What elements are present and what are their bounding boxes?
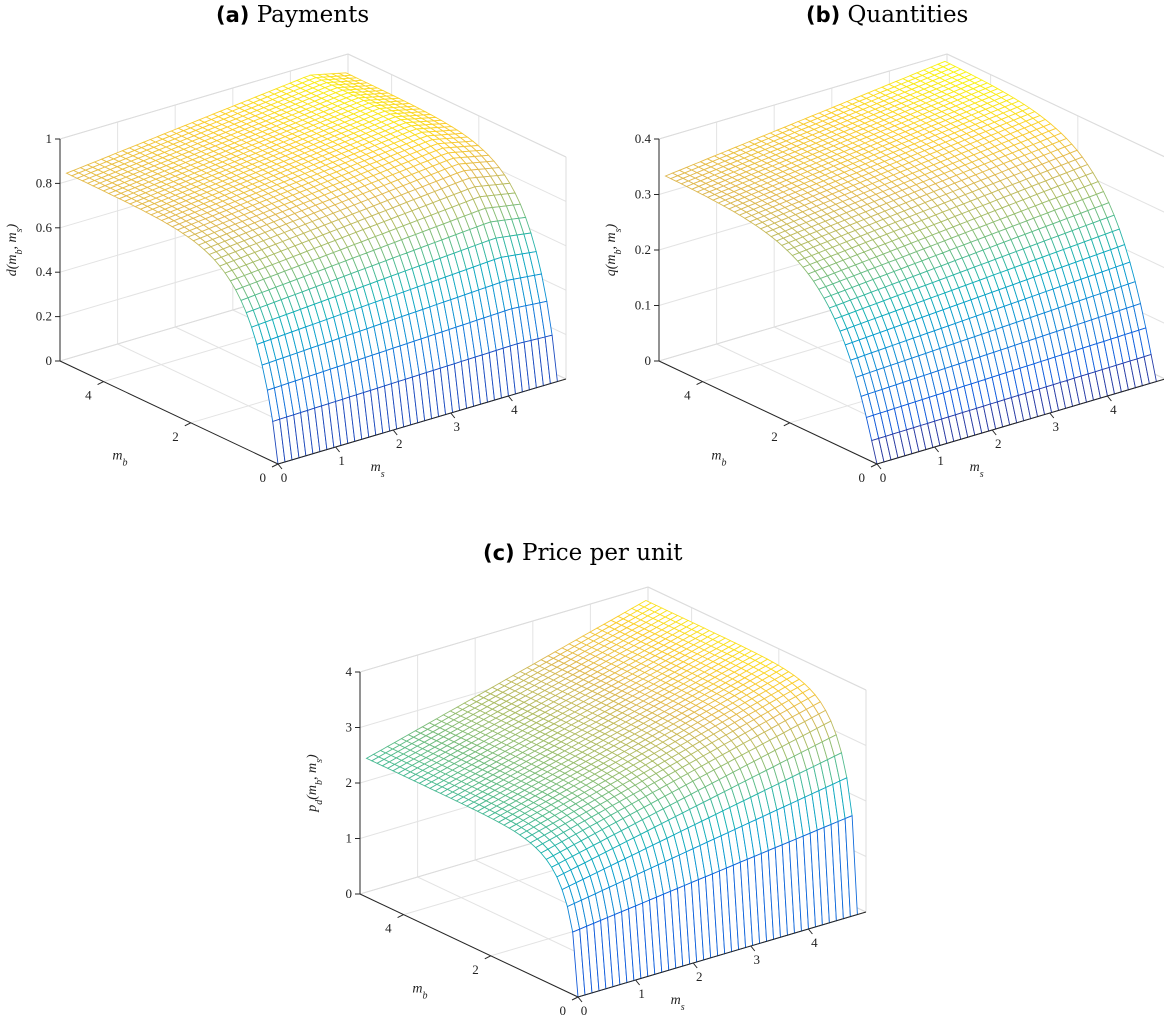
panel-b-title-letter: (b) bbox=[806, 3, 841, 27]
z-tick-label: 3 bbox=[346, 720, 353, 735]
y-axis-label: mb bbox=[412, 982, 427, 1002]
y-axis-line bbox=[359, 893, 579, 998]
surface-mesh bbox=[365, 599, 858, 998]
panel-a-title: (a) Payments bbox=[216, 2, 369, 28]
panel-b-title: (b) Quantities bbox=[806, 2, 968, 28]
panel-c-title-letter: (c) bbox=[483, 541, 515, 565]
z-axis-label: pd(mb, ms) bbox=[305, 754, 325, 813]
x-tick-label: 2 bbox=[696, 969, 703, 984]
y-tick-label: 4 bbox=[385, 921, 392, 936]
panel-b-title-text: Quantities bbox=[847, 2, 969, 28]
x-axis-label: ms bbox=[671, 993, 685, 1013]
x-tick-label: 3 bbox=[754, 952, 761, 967]
panel-a-title-text: Payments bbox=[256, 2, 370, 28]
z-tick-label: 2 bbox=[346, 775, 353, 790]
z-tick-label: 1 bbox=[346, 831, 353, 846]
z-tick-label: 4 bbox=[346, 664, 353, 679]
z-tick-label: 0 bbox=[346, 886, 353, 901]
x-tick-label: 1 bbox=[638, 986, 645, 1001]
panel-a-title-letter: (a) bbox=[216, 3, 250, 27]
x-tick-label: 0 bbox=[581, 1003, 588, 1018]
x-tick-label: 4 bbox=[811, 935, 818, 950]
y-tick-label: 0 bbox=[560, 1003, 567, 1018]
y-tick-label: 2 bbox=[472, 962, 479, 977]
panel-c-title-text: Price per unit bbox=[521, 540, 683, 566]
panel-c-title: (c) Price per unit bbox=[483, 540, 682, 566]
